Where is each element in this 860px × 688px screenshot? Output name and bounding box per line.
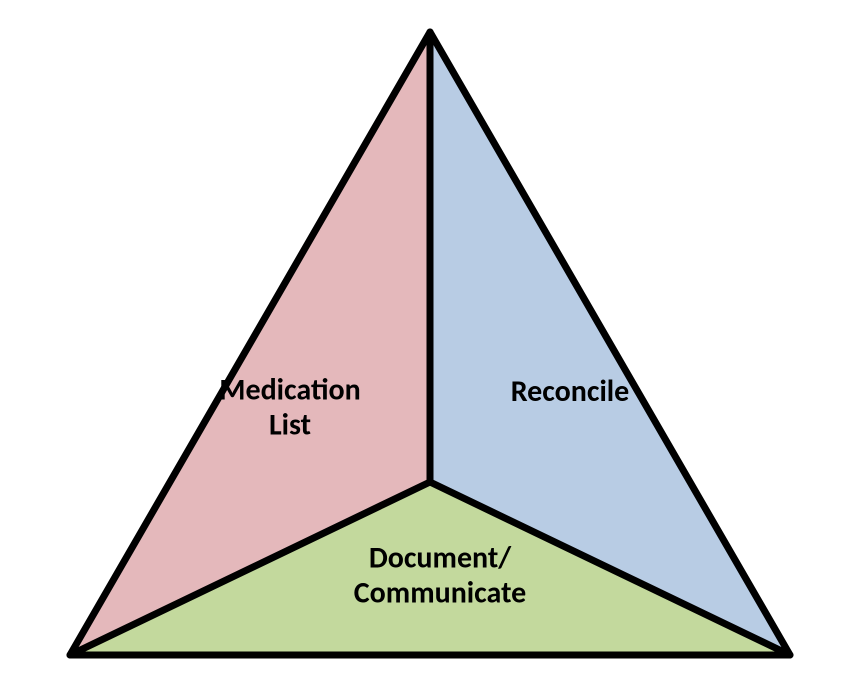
triangle-diagram: Medication List Reconcile Document/ Comm… xyxy=(0,0,860,688)
segment-label-right: Reconcile xyxy=(511,375,630,410)
segment-label-left: Medication List xyxy=(219,374,361,443)
segment-label-bottom: Document/ Communicate xyxy=(354,542,526,611)
